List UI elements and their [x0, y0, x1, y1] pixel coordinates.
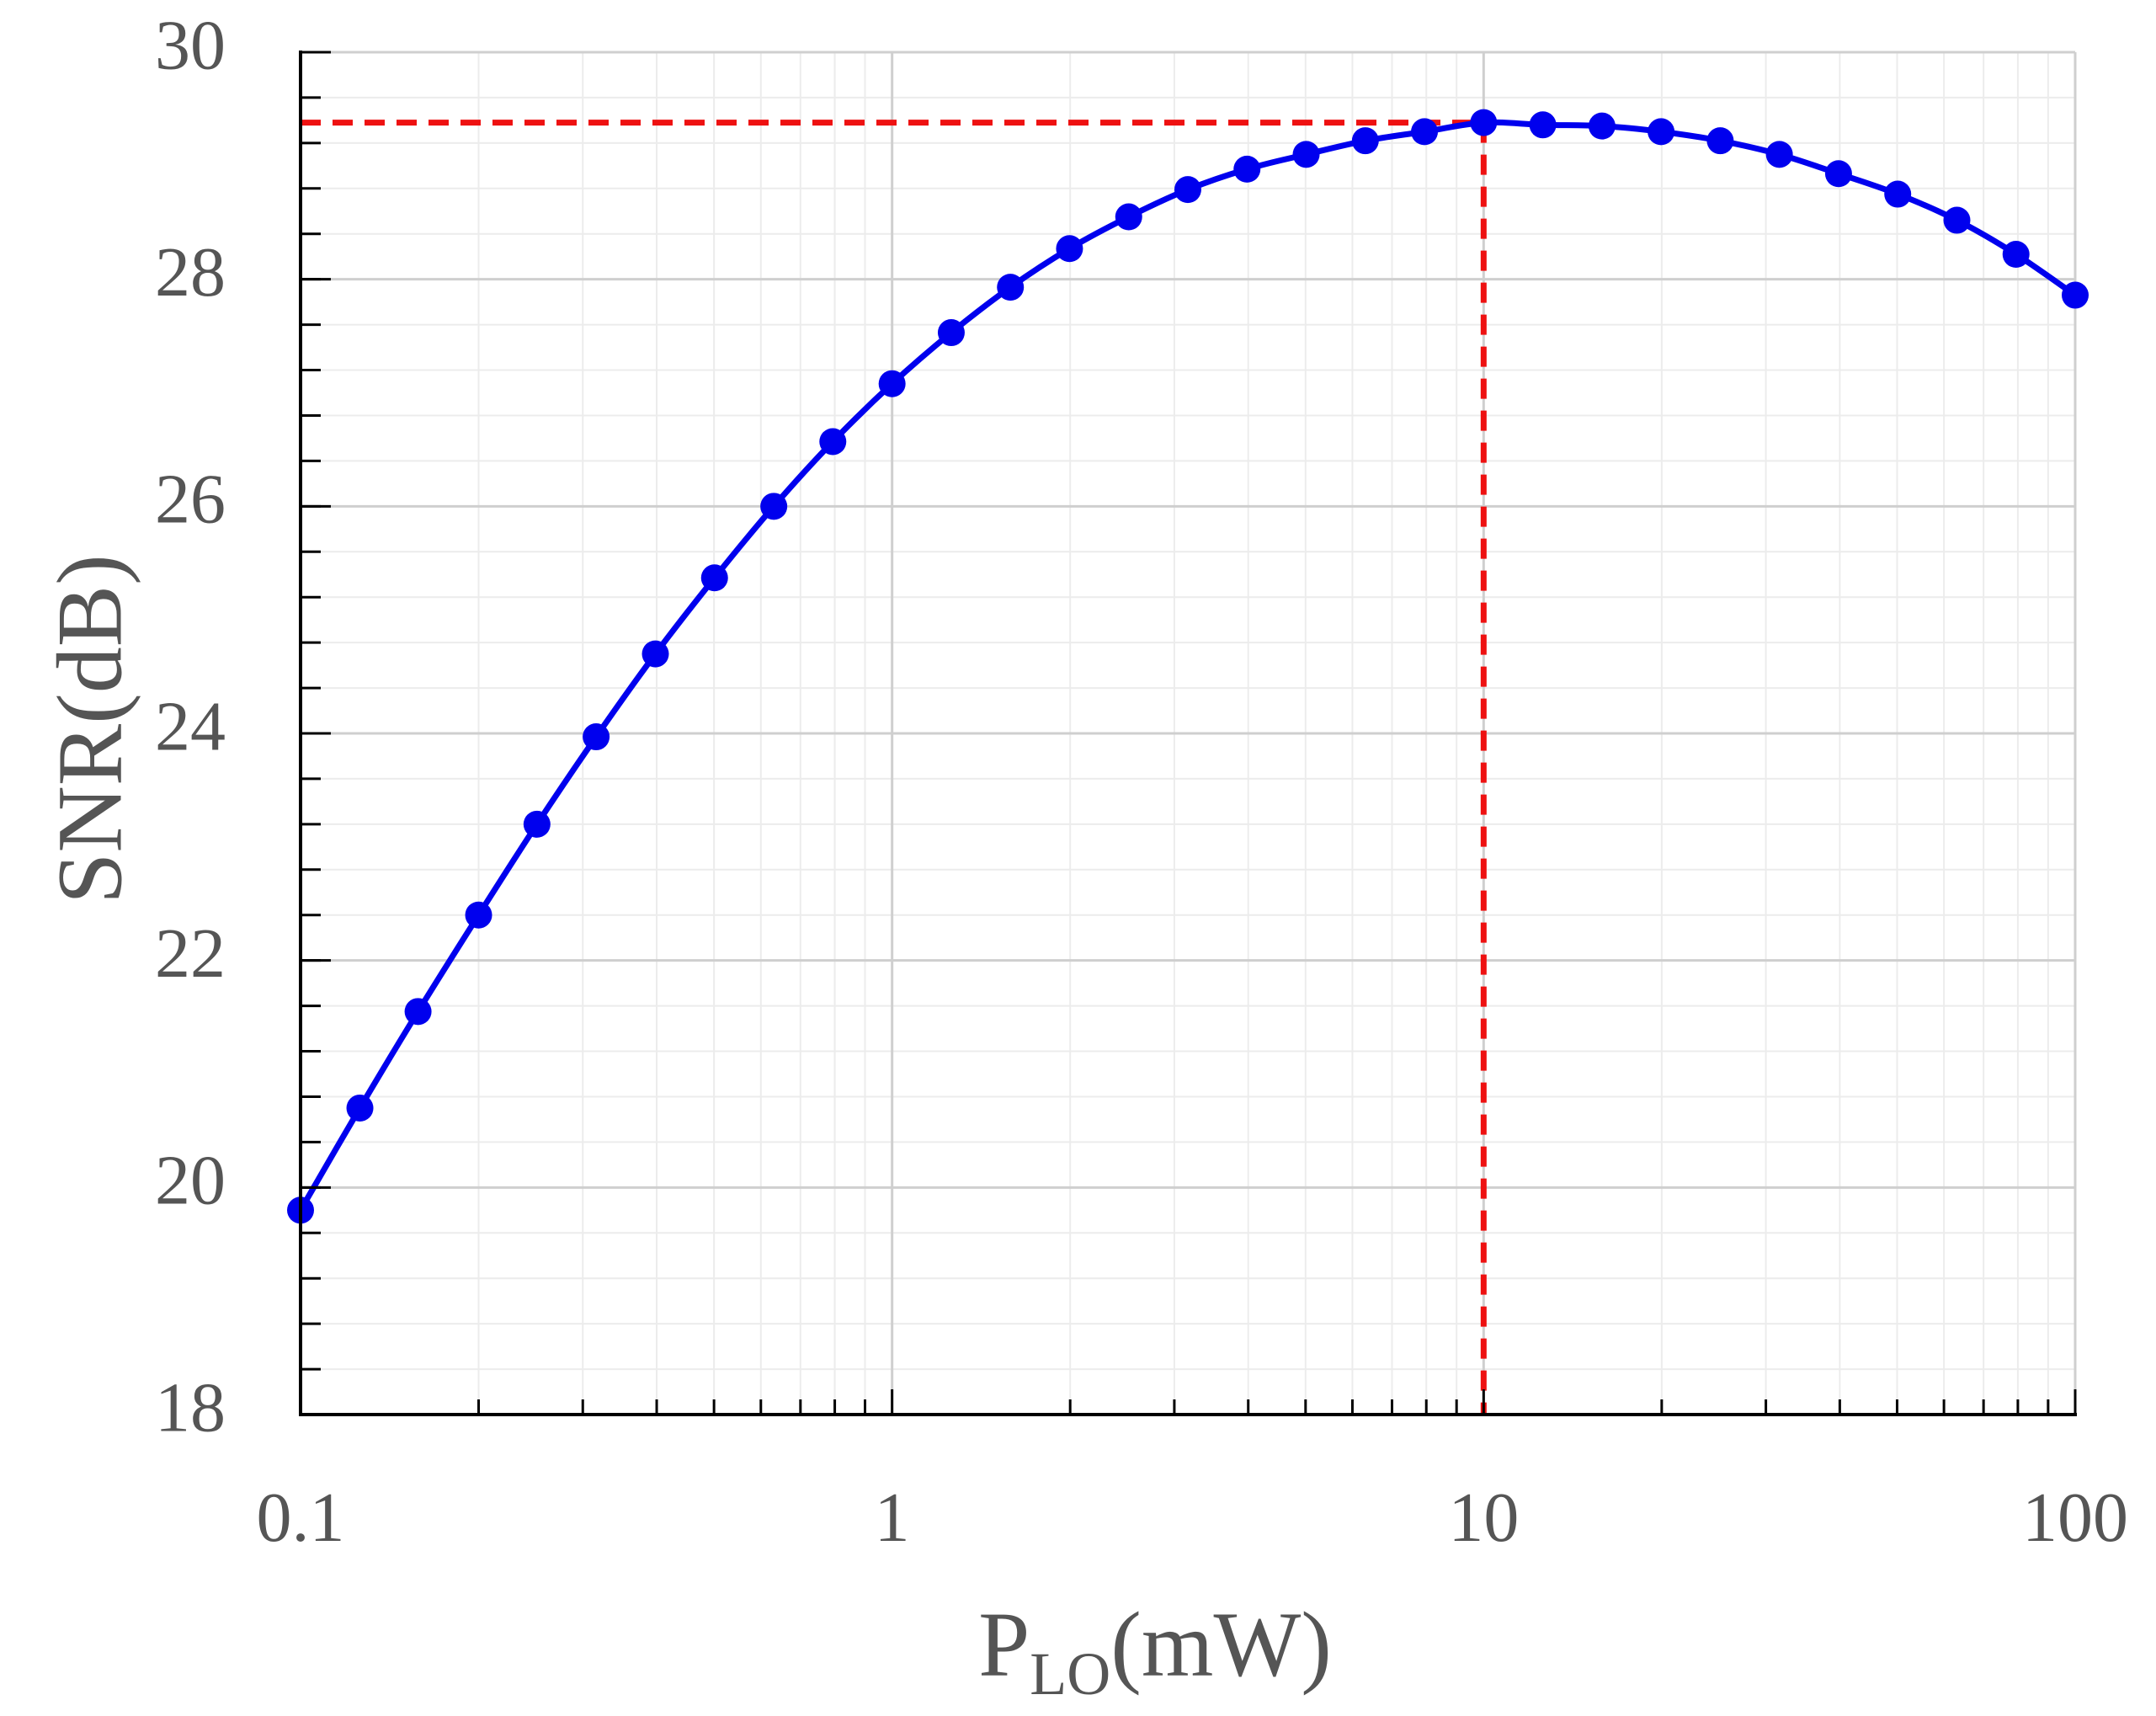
- series-layer: [287, 109, 2089, 1224]
- axes: [299, 51, 2077, 1416]
- x-axis-title-main: P: [978, 1593, 1030, 1696]
- y-tick-label: 26: [155, 461, 226, 539]
- y-axis-title: SNR(dB): [38, 554, 141, 904]
- data-point: [346, 1094, 374, 1122]
- data-point: [1470, 109, 1498, 136]
- data-point: [1292, 141, 1320, 168]
- data-point: [1824, 160, 1852, 188]
- data-point: [937, 319, 965, 347]
- x-tick-label: 100: [2022, 1479, 2128, 1557]
- data-point: [1765, 141, 1793, 168]
- data-point: [819, 428, 847, 456]
- data-point: [700, 564, 728, 592]
- data-point: [1411, 118, 1439, 146]
- y-tick-label: 28: [155, 233, 226, 312]
- data-point: [583, 723, 610, 751]
- data-point: [404, 998, 432, 1026]
- data-point: [997, 274, 1025, 301]
- y-tick-label: 30: [155, 6, 226, 84]
- data-point: [641, 640, 669, 668]
- data-point: [1233, 155, 1261, 183]
- data-point: [1174, 176, 1201, 204]
- data-point: [1943, 206, 1971, 234]
- data-point: [1648, 118, 1675, 146]
- y-tick-label: 24: [155, 687, 226, 765]
- x-axis-title-subscript: LO: [1030, 1640, 1110, 1708]
- data-point: [1056, 235, 1083, 263]
- x-axis-title: PLO(mW): [978, 1593, 1332, 1708]
- data-point: [2062, 281, 2089, 309]
- x-tick-labels: 0.1 1 10 100: [257, 1479, 2129, 1557]
- x-tick-label: 1: [875, 1479, 910, 1557]
- data-point: [760, 493, 788, 520]
- reference-lines: [301, 120, 1487, 1415]
- data-point: [1884, 180, 1912, 208]
- data-point: [1588, 112, 1616, 140]
- x-axis-title-suffix: (mW): [1110, 1593, 1332, 1696]
- data-point: [523, 810, 551, 838]
- data-point: [2002, 241, 2030, 269]
- data-point: [465, 901, 492, 929]
- y-tick-labels: 18 20 22 24 26 28 30: [155, 6, 226, 1447]
- x-tick-label: 10: [1448, 1479, 1519, 1557]
- data-point: [1529, 111, 1557, 139]
- data-point: [1351, 127, 1379, 155]
- x-tick-label: 0.1: [257, 1479, 345, 1557]
- data-point: [1115, 203, 1142, 231]
- data-point: [1706, 127, 1734, 155]
- y-tick-label: 20: [155, 1142, 226, 1220]
- y-tick-label: 22: [155, 914, 226, 993]
- data-point: [878, 370, 906, 397]
- y-tick-label: 18: [155, 1368, 226, 1447]
